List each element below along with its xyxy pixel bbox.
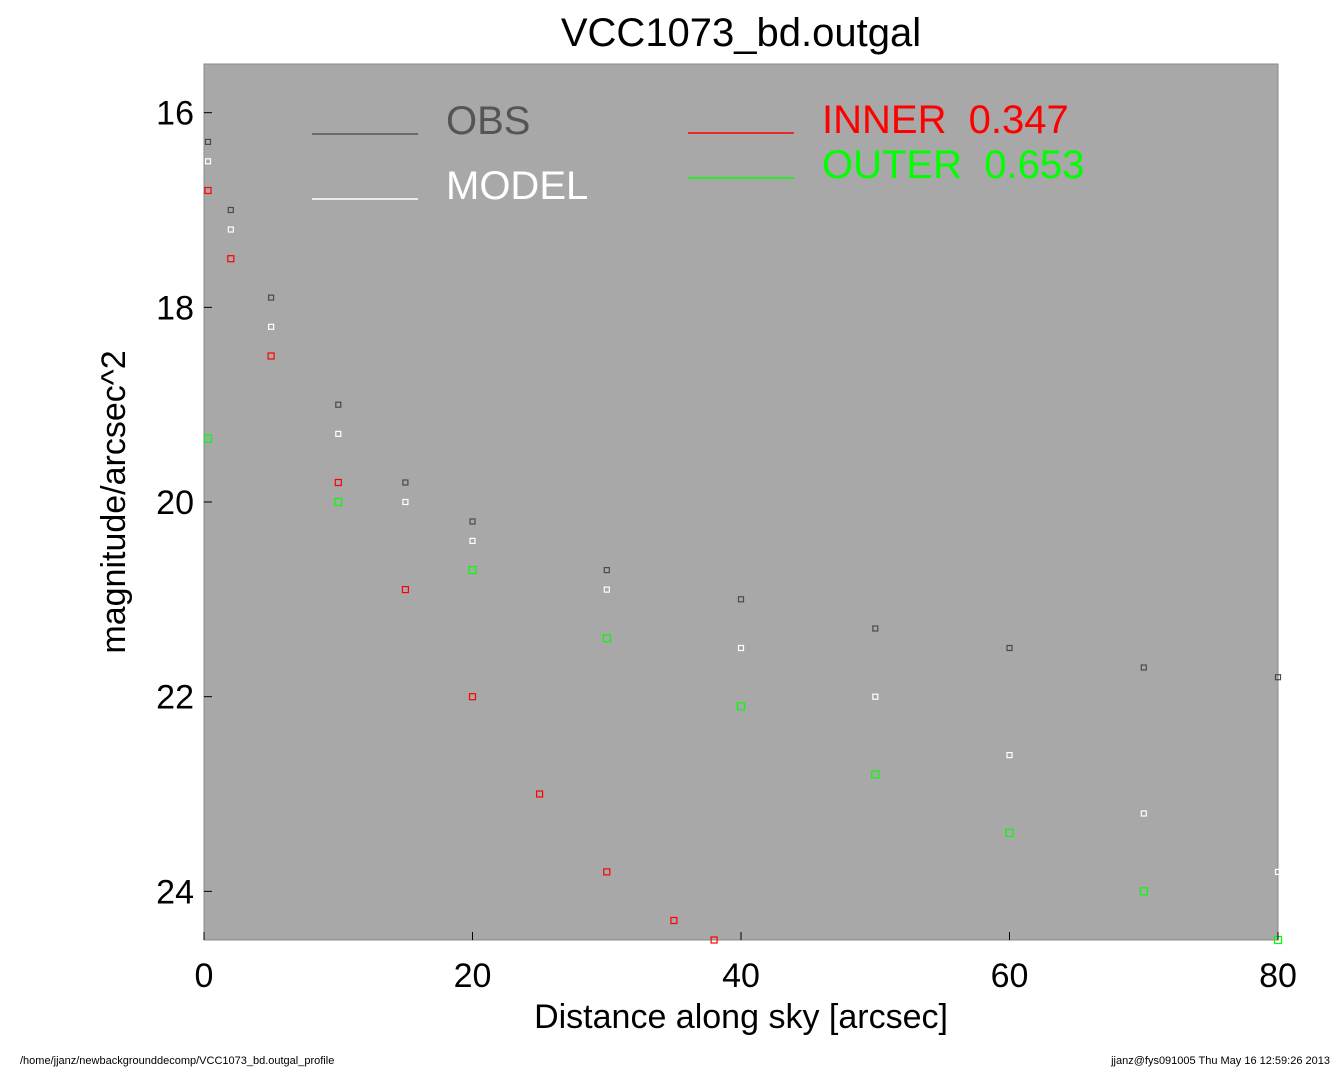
data-point [737, 596, 745, 603]
data-point [227, 206, 234, 214]
data-point [1139, 887, 1148, 896]
x-tick-label: 60 [991, 957, 1029, 995]
data-point [468, 565, 477, 575]
data-point [267, 352, 275, 360]
data-point [1005, 828, 1014, 838]
footer-timestamp: jjanz@fys091005 Thu May 16 12:59:26 2013 [1111, 1055, 1330, 1067]
data-point [1006, 751, 1013, 759]
data-point [401, 585, 409, 594]
data-point [603, 586, 610, 593]
legend-label: OBS [446, 99, 530, 143]
data-point [872, 625, 879, 632]
y-tick-label: 20 [156, 484, 194, 522]
data-point [535, 790, 544, 798]
data-point [402, 479, 409, 486]
y-tick-label: 16 [156, 95, 194, 133]
data-point [602, 634, 611, 643]
plot-area [203, 63, 1279, 941]
x-tick-label: 40 [722, 957, 760, 995]
legend-item-outer: OUTER 0.653 [688, 143, 1084, 187]
data-point [468, 693, 477, 701]
data-point [603, 566, 610, 574]
y-tick-label: 18 [156, 289, 194, 327]
y-tick-label: 22 [156, 679, 194, 717]
legend-label: MODEL [446, 164, 588, 208]
data-point [872, 693, 879, 700]
series-obs [204, 138, 1282, 681]
data-point [736, 702, 746, 711]
data-point [204, 186, 212, 195]
data-point [1140, 664, 1147, 671]
footer-path: /home/jjanz/newbackgrounddecomp/VCC1073_… [20, 1055, 335, 1067]
data-point [268, 323, 275, 330]
data-point [871, 770, 880, 779]
y-tick-label: 24 [156, 873, 194, 911]
data-point [710, 936, 718, 944]
data-point [402, 498, 409, 506]
data-point [1140, 810, 1147, 817]
data-point [469, 537, 476, 545]
legend-item-model: MODEL [312, 164, 588, 208]
data-point [334, 478, 342, 487]
x-tick-label: 80 [1259, 957, 1297, 995]
x-axis-label: Distance along sky [arcsec] [534, 998, 948, 1036]
x-tick-label: 0 [195, 957, 214, 995]
y-axis-label: magnitude/arcsec^2 [95, 350, 133, 653]
data-point [670, 916, 678, 925]
legend-label: INNER 0.347 [822, 98, 1069, 142]
legend-item-inner: INNER 0.347 [688, 98, 1069, 142]
x-tick-label: 20 [454, 957, 492, 995]
series-model [204, 158, 1282, 876]
axes: 0 20 40 60 80 16 18 20 22 24 [156, 95, 1297, 995]
data-point [204, 158, 212, 165]
data-point [334, 497, 343, 507]
points-layer [203, 138, 1283, 945]
data-point [268, 294, 275, 301]
data-point [335, 401, 342, 408]
data-point [227, 255, 235, 263]
data-point [335, 430, 342, 437]
series-inner [204, 186, 718, 944]
data-point [603, 868, 611, 876]
chart-title: VCC1073_bd.outgal [561, 11, 921, 55]
data-point [204, 138, 212, 145]
legend-item-obs: OBS [312, 99, 530, 143]
legend-label: OUTER 0.653 [822, 143, 1084, 187]
data-point [227, 226, 234, 233]
series-outer [203, 434, 1283, 945]
data-point [203, 434, 213, 443]
data-point [1274, 868, 1282, 876]
data-point [469, 518, 476, 525]
data-point [1274, 674, 1282, 681]
data-point [1006, 644, 1013, 652]
data-point [737, 644, 745, 652]
